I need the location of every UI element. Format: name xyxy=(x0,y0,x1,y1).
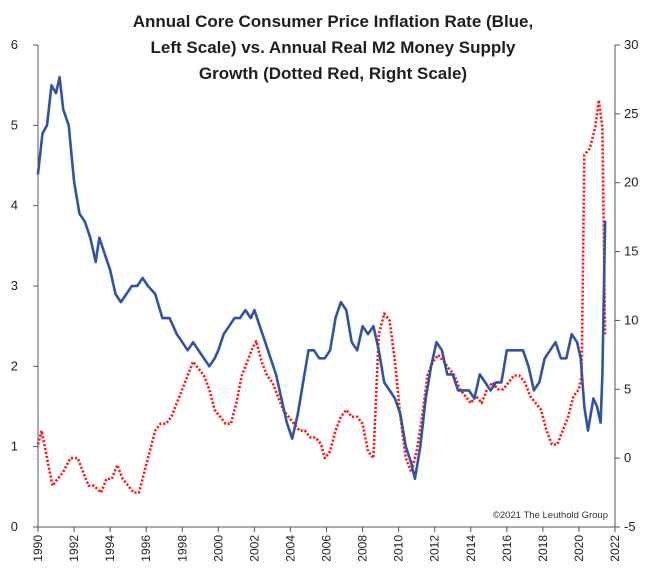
x-tick-label-5: 2000 xyxy=(211,535,225,562)
chart-title: Annual Core Consumer Price Inflation Rat… xyxy=(133,12,534,83)
chart-title-line-2: Left Scale) vs. Annual Real M2 Money Sup… xyxy=(151,38,516,57)
x-ticks: 1990 1992 1994 1996 1998 2000 2002 2004 2006 2008… xyxy=(31,527,622,562)
x-tick-label-2: 1994 xyxy=(103,535,117,562)
right-y-tick-label-2: 5 xyxy=(624,381,631,396)
series-line-m2-growth xyxy=(36,98,607,494)
left-y-tick-label-4: 4 xyxy=(11,198,18,213)
chart-title-line-1: Annual Core Consumer Price Inflation Rat… xyxy=(133,12,534,31)
chart-title-line-3: Growth (Dotted Red, Right Scale) xyxy=(199,64,467,83)
left-y-tick-label-5: 5 xyxy=(11,117,18,132)
copyright-note: ©2021 The Leuthold Group xyxy=(493,510,608,521)
left-y-tick-label-2: 2 xyxy=(11,358,18,373)
left-y-tick-label-6: 6 xyxy=(11,37,18,52)
right-y-tick-label-5: 20 xyxy=(624,175,638,190)
x-tick-label-4: 1998 xyxy=(175,535,189,562)
x-tick-label-0: 1990 xyxy=(31,535,45,562)
x-tick-label-8: 2006 xyxy=(320,535,334,562)
right-y-tick-label-3: 10 xyxy=(624,312,638,327)
x-tick-label-12: 2014 xyxy=(464,535,478,562)
right-y-ticks: -5 0 5 10 15 20 25 30 xyxy=(615,37,638,534)
x-tick-label-11: 2012 xyxy=(428,535,442,562)
x-tick-label-6: 2002 xyxy=(247,535,261,562)
series-layer xyxy=(36,75,607,494)
left-y-ticks: 0 1 2 3 4 5 6 xyxy=(11,37,38,534)
right-y-tick-label-7: 30 xyxy=(624,37,638,52)
x-tick-label-1: 1992 xyxy=(67,535,81,562)
left-y-tick-label-3: 3 xyxy=(11,278,18,293)
left-y-tick-label-1: 1 xyxy=(11,439,18,454)
right-y-tick-label-4: 15 xyxy=(624,244,638,259)
right-y-tick-label-1: 0 xyxy=(624,450,631,465)
x-tick-label-9: 2008 xyxy=(356,535,370,562)
right-y-tick-label-6: 25 xyxy=(624,106,638,121)
x-tick-label-10: 2010 xyxy=(392,535,406,562)
x-tick-label-14: 2018 xyxy=(536,535,550,562)
x-tick-label-16: 2022 xyxy=(608,535,622,562)
x-tick-label-13: 2016 xyxy=(500,535,514,562)
left-y-tick-label-0: 0 xyxy=(11,519,18,534)
right-y-tick-label-0: -5 xyxy=(624,519,636,534)
x-tick-label-15: 2020 xyxy=(572,535,586,562)
series-line-core-cpi xyxy=(36,75,607,481)
x-tick-label-3: 1996 xyxy=(139,535,153,562)
x-tick-label-7: 2004 xyxy=(283,535,297,562)
